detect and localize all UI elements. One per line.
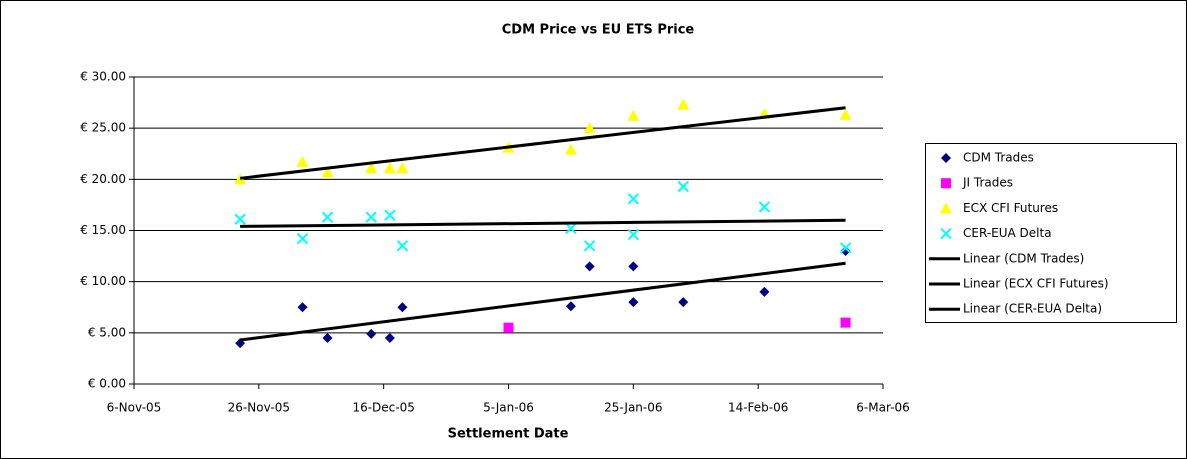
x-axis-title: Settlement Date [448,427,569,442]
x-tick-label: 6-Mar-06 [856,401,909,415]
y-tick-label: € 0.00 [88,377,126,391]
point [384,332,395,343]
legend-label: ECX CFI Futures [963,201,1058,215]
point [396,162,409,174]
point [758,201,771,213]
point [839,108,852,120]
x-tick-label: 5-Jan-06 [483,401,534,415]
point [503,322,514,333]
x-tick-label: 16-Dec-05 [352,401,414,415]
point [583,240,596,252]
point [627,228,640,241]
point [677,98,690,110]
legend-label: Linear (CER-EUA Delta) [963,302,1102,316]
point [678,297,689,308]
point [583,122,596,134]
legend-marker [940,202,952,214]
x-tick-label: 25-Jan-06 [604,401,662,415]
point [321,211,334,223]
point [365,162,378,174]
trend-line [239,261,846,342]
point [234,173,247,185]
point [627,109,640,121]
point [759,286,770,297]
legend-label: Linear (ECX CFI Futures) [963,277,1109,291]
point [321,166,334,178]
point [628,261,639,272]
point [322,332,333,343]
point [627,193,640,205]
y-tick-label: € 15.00 [80,223,126,237]
x-tick-label: 6-Nov-05 [107,401,162,415]
point [839,242,852,254]
legend-label: CDM Trades [963,151,1034,165]
trend-line [239,106,846,180]
point [584,261,595,272]
y-tick-label: € 20.00 [80,172,126,186]
y-tick-label: € 10.00 [80,274,126,288]
point [384,209,396,221]
legend-marker [941,153,951,163]
point [677,180,689,193]
point [397,302,408,313]
x-tick-label: 14-Feb-06 [728,401,788,415]
point [296,155,309,167]
legend-label: CER-EUA Delta [963,226,1052,240]
point [297,302,308,313]
legend-marker [940,227,952,240]
trend-line [240,218,846,228]
point [840,317,851,328]
y-tick-label: € 5.00 [88,325,126,339]
x-tick-label: 26-Nov-05 [228,401,290,415]
point [234,213,246,225]
point [366,328,377,339]
legend-label: Linear (CDM Trades) [963,251,1084,265]
point [396,240,409,252]
y-tick-label: € 25.00 [80,121,126,135]
legend-label: JI Trades [962,176,1013,190]
y-tick-label: € 30.00 [80,70,126,84]
point [365,211,377,223]
point [565,301,576,312]
legend-box [925,143,1177,323]
point [565,222,577,235]
point [383,162,396,174]
point [628,297,639,308]
point [296,232,309,245]
chart-title: CDM Price vs EU ETS Price [502,23,695,38]
point [564,143,577,155]
legend-marker [941,178,951,189]
point [840,245,851,256]
